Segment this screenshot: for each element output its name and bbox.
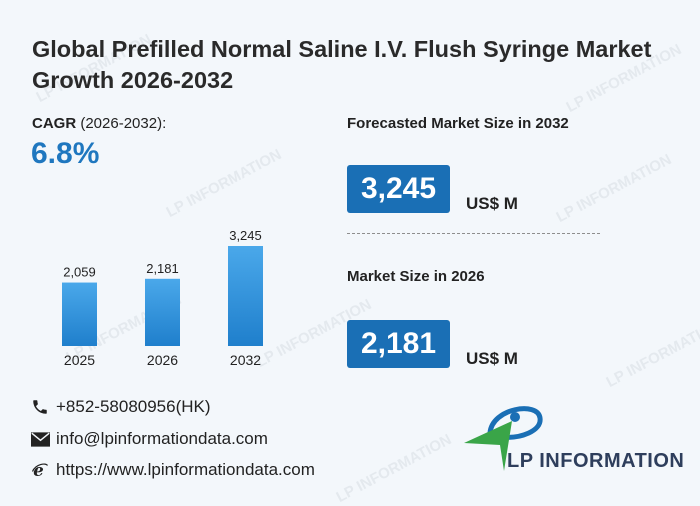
lp-information-logo-icon (464, 406, 543, 471)
x-tick-label: 2026 (147, 352, 178, 368)
bar-chart: 2,059 2025 2,181 2026 3,245 2032 (62, 228, 263, 368)
bar-2032 (228, 246, 263, 346)
website-text: https://www.lpinformationdata.com (56, 460, 315, 479)
bar-value-label: 2,059 (63, 265, 96, 280)
current-value-box: 2,181 (347, 320, 450, 368)
x-tick-label: 2032 (230, 352, 261, 368)
current-unit: US$ M (466, 349, 518, 368)
logo-text: LP INFORMATION (507, 450, 685, 472)
contact-website: e https://www.lpinformationdata.com (30, 460, 315, 480)
forecast-value-box: 3,245 (347, 165, 450, 213)
forecast-unit: US$ M (466, 194, 518, 213)
watermark-text: LP INFORMATION (163, 146, 285, 221)
envelope-icon (30, 429, 50, 449)
phone-text: +852-58080956(HK) (56, 397, 211, 416)
bar-value-label: 3,245 (229, 228, 262, 243)
current-label: Market Size in 2026 (347, 268, 485, 285)
email-text: info@lpinformationdata.com (56, 429, 268, 448)
cagr-label: CAGR (2026-2032): (32, 115, 166, 132)
cagr-period: (2026-2032): (80, 115, 167, 132)
bar-value-label: 2,181 (146, 261, 179, 276)
divider (347, 233, 600, 234)
page-title: Global Prefilled Normal Saline I.V. Flus… (32, 36, 652, 93)
cagr-label-text: CAGR (32, 115, 77, 132)
watermark-text: LP INFORMATION (553, 151, 675, 226)
svg-text:e: e (33, 461, 44, 479)
x-tick-label: 2025 (64, 352, 95, 368)
bar-2026 (145, 278, 180, 346)
contact-phone: +852-58080956(HK) (30, 397, 211, 417)
phone-icon (30, 397, 50, 417)
bar-2025 (62, 282, 97, 346)
contact-email: info@lpinformationdata.com (30, 429, 268, 449)
forecast-label: Forecasted Market Size in 2032 (347, 115, 569, 132)
ie-e-icon: e (30, 460, 50, 480)
watermark-text: LP INFORMATION (603, 316, 700, 391)
cagr-value: 6.8% (31, 137, 100, 170)
watermark-text: LP INFORMATION (333, 431, 455, 506)
